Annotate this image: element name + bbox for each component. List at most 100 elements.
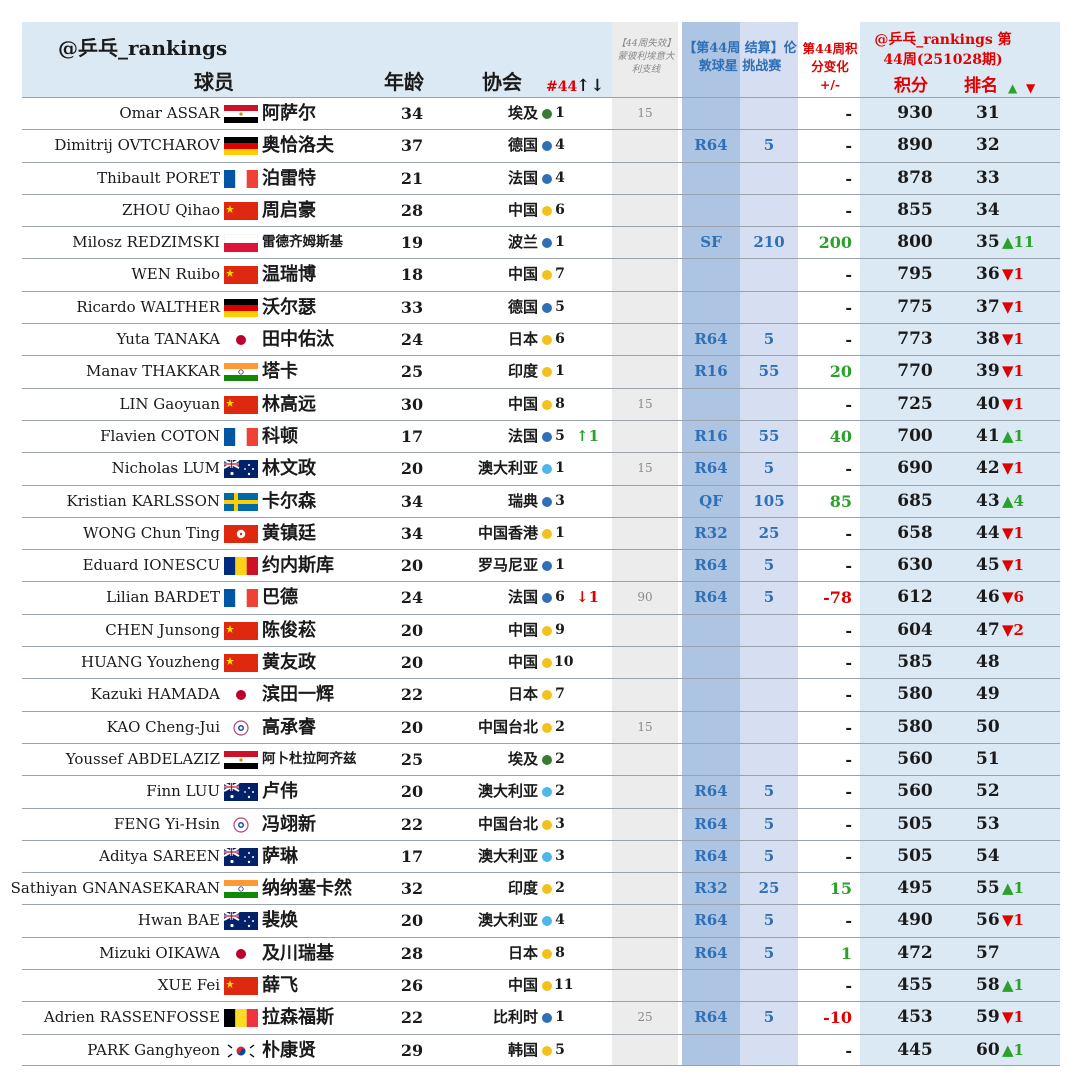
world-rank: 54: [976, 845, 1000, 866]
player-association: 印度: [507, 362, 538, 381]
player-name-cn: 拉森福斯: [262, 1007, 334, 1029]
continent-dot-icon: [542, 722, 552, 733]
total-points: 445: [897, 1039, 933, 1060]
player-name-cn: 温瑞博: [262, 264, 316, 286]
player-age: 18: [400, 265, 424, 285]
points-change: -: [845, 749, 852, 769]
event-points: [740, 98, 798, 129]
association-rank: 2: [555, 880, 565, 897]
player-age: 24: [400, 330, 424, 350]
table-row: WONG Chun Ting 黄镇廷 34 中国香港 1 R32 25 - 658 44 ▼1: [22, 516, 1060, 549]
rank-trend: ▲1: [1002, 426, 1024, 445]
player-name-cn: 雷德齐姆斯基: [262, 234, 343, 251]
points-change: -: [845, 620, 852, 640]
expiring-points: [612, 195, 678, 226]
event-round: R64: [694, 911, 728, 930]
rank-trend: ▼1: [1002, 1008, 1024, 1027]
player-name-cn: 阿卜杜拉阿齐兹: [262, 750, 357, 767]
event-round: [682, 389, 740, 420]
total-points: 878: [897, 167, 933, 188]
player-name-cn: 巴德: [262, 587, 298, 609]
rank-trend: ▼1: [1002, 297, 1024, 316]
france-flag-icon: [224, 427, 258, 446]
expiring-points: [612, 776, 678, 807]
player-name-cn: 科顿: [262, 425, 298, 447]
world-rank: 42: [976, 458, 1000, 479]
table-row: Adrien RASSENFOSSE 拉森福斯 22 比利时 1 25 R64 5 -10 453…: [22, 1001, 1060, 1033]
germany-flag-icon: [224, 298, 258, 317]
event-column-header: 【第44周 结算】伦敦球星 挑战赛: [683, 41, 797, 74]
event-points: 5: [763, 459, 775, 478]
total-points: 930: [897, 103, 933, 123]
expiring-points: [612, 905, 678, 936]
points-change: -: [845, 976, 852, 996]
rank-trend: ▼1: [1002, 459, 1024, 478]
continent-dot-icon: [542, 1045, 552, 1056]
player-association: 日本: [507, 685, 538, 704]
event-points: 5: [763, 136, 775, 155]
expiring-points: [612, 647, 678, 678]
event-points: 55: [758, 426, 780, 445]
association-rank: 1: [555, 557, 565, 574]
rank-trend: ▼1: [1002, 523, 1024, 542]
expiring-points: [612, 873, 678, 904]
continent-dot-icon: [542, 981, 552, 992]
continent-dot-icon: [542, 238, 552, 249]
player-name-en: Sathiyan GNANASEKARAN: [10, 879, 220, 898]
player-name-cn: 沃尔瑟: [262, 296, 316, 318]
total-points: 495: [897, 878, 933, 899]
points-change: -: [845, 330, 852, 350]
player-age: 19: [400, 233, 424, 253]
player-association: 中国: [507, 653, 538, 672]
china-flag-icon: [224, 266, 258, 285]
association-rank: 4: [555, 137, 565, 154]
expiring-points: 15: [637, 719, 653, 734]
total-points: 658: [897, 522, 933, 543]
expiring-points: [612, 550, 678, 581]
player-name-en: Eduard IONESCU: [82, 556, 220, 575]
points-change: -: [845, 782, 852, 802]
points-change: -: [845, 265, 852, 285]
event-round: [682, 259, 740, 290]
player-name-cn: 林文政: [262, 458, 316, 480]
table-row: Yuta TANAKA 田中佑汰 24 日本 6 R64 5 - 773 38 ▼1: [22, 323, 1060, 355]
expiring-points: [612, 356, 678, 387]
points-change: -: [845, 297, 852, 317]
points-change: -: [845, 685, 852, 705]
expiring-points: [612, 809, 678, 840]
player-name-en: Lilian BARDET: [106, 588, 220, 607]
event-round: [682, 163, 740, 194]
table-row: Hwan BAE 裴焕 20 澳大利亚 4 R64 5 - 490 56 ▼1: [22, 904, 1060, 936]
association-rank: 5: [555, 427, 565, 444]
table-row: Flavien COTON 科顿 17 法国 5 ↑1 R16 55 40 700 41 ▲1: [22, 419, 1060, 452]
continent-dot-icon: [542, 496, 552, 507]
world-rank: 36: [976, 264, 1000, 285]
points-change: -: [845, 523, 852, 543]
expiring-points: [612, 1035, 678, 1066]
tpe-flag-icon: [224, 815, 258, 834]
australia-flag-icon: [223, 782, 258, 802]
player-association: 瑞典: [507, 491, 538, 510]
ranking-table: @乒乓_rankings 球员 年龄 协会 #44 ↑↓ 【44周失效】蒙彼利埃…: [11, 22, 1060, 1066]
continent-dot-icon: [542, 528, 552, 539]
continent-dot-icon: [542, 593, 552, 604]
player-association: 埃及: [507, 104, 538, 122]
player-name-cn: 陈俊菘: [262, 619, 316, 641]
player-name-cn: 高承睿: [262, 716, 316, 738]
event-round: R64: [694, 330, 728, 349]
event-round: R64: [694, 943, 728, 962]
world-rank: 58: [976, 975, 1000, 996]
table-row: Finn LUU 卢伟 20 澳大利亚 2 R64 5 - 560 52: [22, 775, 1060, 807]
association-rank: 3: [555, 815, 565, 832]
player-name-en: Nicholas LUM: [111, 459, 220, 478]
points-change: -: [845, 168, 852, 188]
australia-flag-icon: [223, 459, 258, 479]
association-rank: 4: [555, 912, 565, 929]
up-triangle-icon: ▲: [1008, 81, 1018, 95]
table-row: Kristian KARLSSON 卡尔森 34 瑞典 3 QF 105 85 685 43 ▲4: [22, 484, 1060, 517]
player-name-en: ZHOU Qihao: [122, 200, 220, 219]
expiring-points: [612, 518, 678, 549]
player-age: 29: [400, 1040, 424, 1060]
total-points: 630: [897, 555, 933, 576]
event-points: 5: [763, 556, 775, 575]
